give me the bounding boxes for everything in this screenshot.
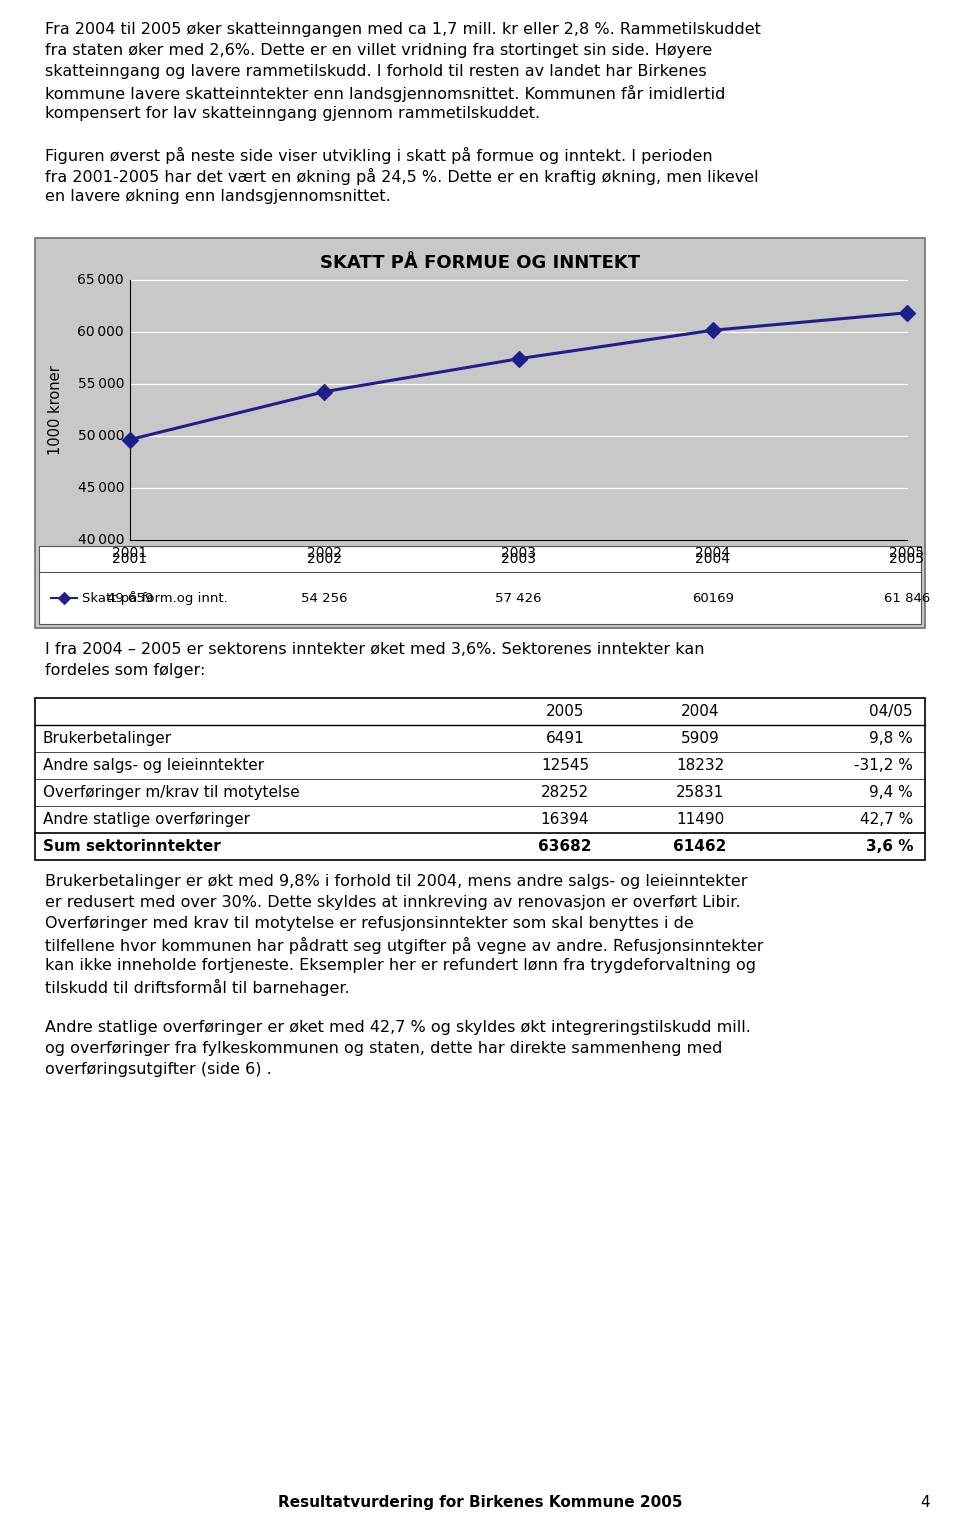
Text: 12545: 12545 bbox=[540, 758, 589, 774]
Text: 6491: 6491 bbox=[545, 731, 585, 746]
Text: 2005: 2005 bbox=[545, 705, 585, 719]
Text: 2001: 2001 bbox=[112, 552, 148, 565]
Text: fra staten øker med 2,6%. Dette er en villet vridning fra stortinget sin side. H: fra staten øker med 2,6%. Dette er en vi… bbox=[45, 43, 712, 58]
Text: 2004: 2004 bbox=[695, 552, 731, 565]
Text: fra 2001-2005 har det vært en økning på 24,5 %. Dette er en kraftig økning, men : fra 2001-2005 har det vært en økning på … bbox=[45, 169, 758, 185]
Text: I fra 2004 – 2005 er sektorens inntekter øket med 3,6%. Sektorenes inntekter kan: I fra 2004 – 2005 er sektorens inntekter… bbox=[45, 642, 705, 657]
Text: 2003: 2003 bbox=[501, 545, 536, 561]
Text: 55 000: 55 000 bbox=[78, 377, 124, 391]
Text: Andre statlige overføringer: Andre statlige overføringer bbox=[43, 812, 250, 827]
Text: 50 000: 50 000 bbox=[78, 429, 124, 443]
Text: tilfellene hvor kommunen har pådratt seg utgifter på vegne av andre. Refusjonsin: tilfellene hvor kommunen har pådratt seg… bbox=[45, 938, 763, 954]
Text: Overføringer m/krav til motytelse: Overføringer m/krav til motytelse bbox=[43, 784, 300, 800]
Text: 54 256: 54 256 bbox=[301, 591, 348, 605]
Text: Figuren øverst på neste side viser utvikling i skatt på formue og inntekt. I per: Figuren øverst på neste side viser utvik… bbox=[45, 147, 712, 164]
Bar bbox=[35, 237, 925, 628]
Text: 45 000: 45 000 bbox=[78, 481, 124, 495]
Text: 11490: 11490 bbox=[676, 812, 724, 827]
Text: 28252: 28252 bbox=[540, 784, 589, 800]
Text: 04/05: 04/05 bbox=[870, 705, 913, 719]
Text: 2002: 2002 bbox=[307, 552, 342, 565]
Text: er redusert med over 30%. Dette skyldes at innkreving av renovasjon er overført : er redusert med over 30%. Dette skyldes … bbox=[45, 895, 740, 910]
Text: Skatt på form.og innt.: Skatt på form.og innt. bbox=[82, 591, 228, 605]
Text: Brukerbetalinger: Brukerbetalinger bbox=[43, 731, 172, 746]
Text: 2004: 2004 bbox=[681, 705, 719, 719]
Text: 40 000: 40 000 bbox=[78, 533, 124, 547]
Text: 2001: 2001 bbox=[112, 545, 148, 561]
Point bbox=[122, 427, 137, 452]
Text: 4: 4 bbox=[921, 1495, 930, 1511]
Text: og overføringer fra fylkeskommunen og staten, dette har direkte sammenheng med: og overføringer fra fylkeskommunen og st… bbox=[45, 1042, 722, 1056]
Text: Overføringer med krav til motytelse er refusjonsinntekter som skal benyttes i de: Overføringer med krav til motytelse er r… bbox=[45, 916, 694, 931]
Text: 5909: 5909 bbox=[681, 731, 719, 746]
Text: kan ikke inneholde fortjeneste. Eksempler her er refundert lønn fra trygdeforval: kan ikke inneholde fortjeneste. Eksemple… bbox=[45, 958, 756, 973]
Text: Fra 2004 til 2005 øker skatteinngangen med ca 1,7 mill. kr eller 2,8 %. Rammetil: Fra 2004 til 2005 øker skatteinngangen m… bbox=[45, 21, 761, 37]
Bar bbox=[39, 545, 921, 624]
Text: kommune lavere skatteinntekter enn landsgjennomsnittet. Kommunen får imidlertid: kommune lavere skatteinntekter enn lands… bbox=[45, 84, 726, 103]
Text: 42,7 %: 42,7 % bbox=[860, 812, 913, 827]
Text: 61 846: 61 846 bbox=[884, 591, 930, 605]
Text: 2004: 2004 bbox=[695, 545, 731, 561]
Text: 9,4 %: 9,4 % bbox=[869, 784, 913, 800]
Text: Sum sektorinntekter: Sum sektorinntekter bbox=[43, 840, 221, 853]
Text: 60 000: 60 000 bbox=[78, 325, 124, 339]
Text: 16394: 16394 bbox=[540, 812, 589, 827]
Text: en lavere økning enn landsgjennomsnittet.: en lavere økning enn landsgjennomsnittet… bbox=[45, 188, 391, 204]
Text: 2005: 2005 bbox=[890, 545, 924, 561]
Text: 2003: 2003 bbox=[501, 552, 536, 565]
Bar bbox=[35, 699, 925, 859]
Text: SKATT PÅ FORMUE OG INNTEKT: SKATT PÅ FORMUE OG INNTEKT bbox=[320, 254, 640, 273]
Point bbox=[57, 585, 72, 610]
Text: 1000 kroner: 1000 kroner bbox=[47, 365, 62, 455]
Point bbox=[511, 346, 526, 371]
Text: 60169: 60169 bbox=[692, 591, 733, 605]
Text: 61462: 61462 bbox=[673, 840, 727, 853]
Text: 49 659: 49 659 bbox=[107, 591, 154, 605]
Text: skatteinngang og lavere rammetilskudd. I forhold til resten av landet har Birken: skatteinngang og lavere rammetilskudd. I… bbox=[45, 64, 707, 80]
Text: Brukerbetalinger er økt med 9,8% i forhold til 2004, mens andre salgs- og leiein: Brukerbetalinger er økt med 9,8% i forho… bbox=[45, 873, 748, 889]
Text: Andre salgs- og leieinntekter: Andre salgs- og leieinntekter bbox=[43, 758, 264, 774]
Text: kompensert for lav skatteinngang gjennom rammetilskuddet.: kompensert for lav skatteinngang gjennom… bbox=[45, 106, 540, 121]
Text: 9,8 %: 9,8 % bbox=[869, 731, 913, 746]
Text: 3,6 %: 3,6 % bbox=[866, 840, 913, 853]
Text: 65 000: 65 000 bbox=[78, 273, 124, 286]
Point bbox=[705, 319, 720, 343]
Text: 2002: 2002 bbox=[307, 545, 342, 561]
Text: fordeles som følger:: fordeles som følger: bbox=[45, 663, 205, 679]
Point bbox=[317, 380, 332, 404]
Text: Andre statlige overføringer er øket med 42,7 % og skyldes økt integreringstilsku: Andre statlige overføringer er øket med … bbox=[45, 1020, 751, 1036]
Text: 63682: 63682 bbox=[539, 840, 591, 853]
Text: -31,2 %: -31,2 % bbox=[854, 758, 913, 774]
Text: 18232: 18232 bbox=[676, 758, 724, 774]
Text: 2005: 2005 bbox=[890, 552, 924, 565]
Text: 25831: 25831 bbox=[676, 784, 724, 800]
Point bbox=[900, 300, 915, 325]
Text: tilskudd til driftsformål til barnehager.: tilskudd til driftsformål til barnehager… bbox=[45, 979, 349, 996]
Text: overføringsutgifter (side 6) .: overføringsutgifter (side 6) . bbox=[45, 1062, 272, 1077]
Text: Resultatvurdering for Birkenes Kommune 2005: Resultatvurdering for Birkenes Kommune 2… bbox=[277, 1495, 683, 1511]
Text: 57 426: 57 426 bbox=[495, 591, 541, 605]
